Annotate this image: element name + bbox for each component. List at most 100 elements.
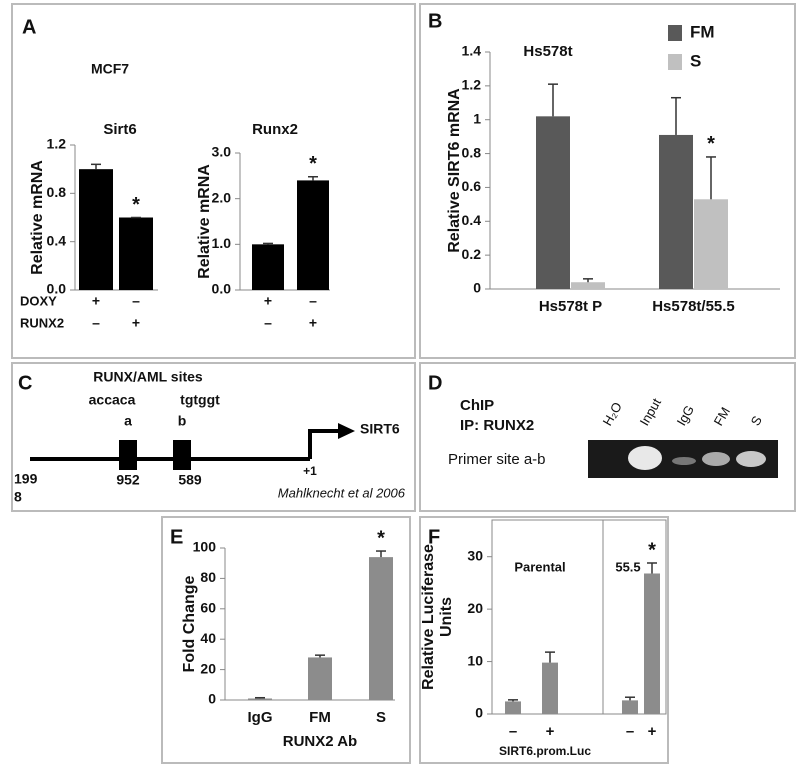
site-name: a — [124, 413, 132, 429]
group-label: Parental — [514, 559, 565, 574]
gel-band — [672, 457, 696, 465]
sites-title: RUNX/AML sites — [93, 369, 203, 385]
y-axis-label: Relative mRNA — [29, 160, 46, 275]
y-tick-label: 1.2 — [462, 77, 482, 93]
y-tick-label: 0 — [208, 691, 216, 707]
y-tick-label: 3.0 — [212, 144, 232, 160]
x-tick-label: + — [648, 723, 657, 740]
start-position: 8 — [14, 489, 22, 505]
y-tick-label: 30 — [467, 547, 483, 563]
x-tick-label: IgG — [248, 709, 273, 726]
y-tick-label: 1.0 — [212, 235, 232, 251]
x-tick-label: + — [546, 723, 555, 740]
condition-label: + — [132, 315, 140, 331]
chart-title: Hs578t — [523, 43, 572, 60]
x-tick-label: S — [376, 709, 386, 726]
y-tick-label: 100 — [193, 539, 217, 555]
panel-frame — [11, 362, 416, 512]
bar — [622, 700, 638, 714]
y-tick-label: 20 — [200, 660, 216, 676]
y-tick-label: 0.0 — [212, 281, 232, 297]
promoter-diagram: RUNX/AML sites accaca tgtggt a b SIRT6 1… — [14, 369, 406, 505]
lane-label: IgG — [674, 403, 697, 429]
plot-frame — [491, 519, 667, 715]
site-seq: tgtggt — [180, 392, 220, 408]
y-tick-label: 0.4 — [47, 232, 67, 248]
significance: * — [309, 153, 317, 175]
lane-label: S — [748, 413, 765, 428]
panel-frame — [419, 362, 796, 512]
y-tick-label: 0.2 — [462, 246, 482, 262]
group-label: 55.5 — [615, 559, 640, 574]
panel-frame — [11, 3, 416, 359]
condition-name: RUNX2 — [20, 315, 64, 330]
condition-label: – — [309, 293, 317, 309]
lane-label: H₂O — [600, 399, 625, 428]
legend-label: FM — [690, 22, 715, 41]
x-axis-label: RUNX2 Ab — [283, 733, 357, 750]
site-seq: accaca — [89, 392, 136, 408]
y-tick-label: 1.2 — [47, 136, 67, 152]
x-axis-label: SIRT6.prom.Luc — [499, 744, 591, 758]
panel-title: MCF7 — [91, 61, 129, 77]
bar — [542, 662, 558, 714]
gel-ip: IP: RUNX2 — [460, 417, 534, 434]
y-tick-label: 0.6 — [462, 178, 482, 194]
site-position: 589 — [178, 472, 202, 488]
condition-label: + — [309, 315, 317, 331]
gel-band — [736, 451, 766, 467]
start-position: 199 — [14, 471, 38, 487]
citation: Mahlknecht et al 2006 — [278, 485, 406, 500]
x-tick-label: Hs578t/55.5 — [652, 298, 735, 315]
bar — [644, 573, 660, 714]
bar — [252, 244, 284, 290]
condition-label: – — [92, 315, 100, 331]
bar — [297, 180, 329, 290]
chart-title: Sirt6 — [103, 121, 136, 138]
y-axis-label: Relative SIRT6 mRNA — [446, 88, 463, 253]
bar — [571, 282, 605, 289]
panel-label: F — [428, 526, 440, 548]
y-tick-label: 10 — [467, 652, 483, 668]
y-tick-label: 1.4 — [462, 43, 482, 59]
bar — [536, 116, 570, 289]
y-tick-label: 0 — [473, 280, 481, 296]
site-name: b — [178, 413, 187, 429]
panel-label: D — [428, 372, 442, 394]
y-axis-label: Relative Luciferase — [420, 544, 437, 690]
y-tick-label: 0.0 — [47, 281, 67, 297]
tss-label: +1 — [303, 464, 317, 478]
site-box — [119, 440, 137, 470]
bar — [79, 169, 113, 290]
y-tick-label: 0 — [475, 705, 483, 721]
y-tick-label: 40 — [200, 630, 216, 646]
lane-label: FM — [711, 404, 733, 428]
significance: * — [707, 133, 715, 155]
bar — [505, 701, 521, 714]
site-position: 952 — [116, 472, 140, 488]
panel-frame — [419, 516, 669, 764]
bar — [659, 134, 693, 289]
panel-frame — [161, 516, 411, 764]
legend-swatch — [668, 25, 682, 41]
y-tick-label: 2.0 — [212, 189, 232, 205]
panel-label: C — [18, 372, 32, 394]
y-tick-label: 60 — [200, 600, 216, 616]
gel-band — [702, 452, 730, 466]
bar — [119, 217, 153, 290]
panel-frame — [419, 3, 796, 359]
gel-band — [628, 446, 662, 470]
condition-name: DOXY — [20, 293, 57, 308]
gene-name: SIRT6 — [360, 421, 400, 437]
x-tick-label: – — [509, 723, 517, 740]
significance: * — [132, 194, 140, 216]
bar — [248, 698, 272, 700]
y-tick-label: 0.8 — [462, 144, 482, 160]
significance: * — [377, 527, 385, 549]
y-axis-label: Units — [438, 597, 455, 637]
bar — [369, 557, 393, 700]
significance: * — [648, 539, 656, 561]
gel-panel: ChIP IP: RUNX2 Primer site a-b — [448, 397, 778, 478]
